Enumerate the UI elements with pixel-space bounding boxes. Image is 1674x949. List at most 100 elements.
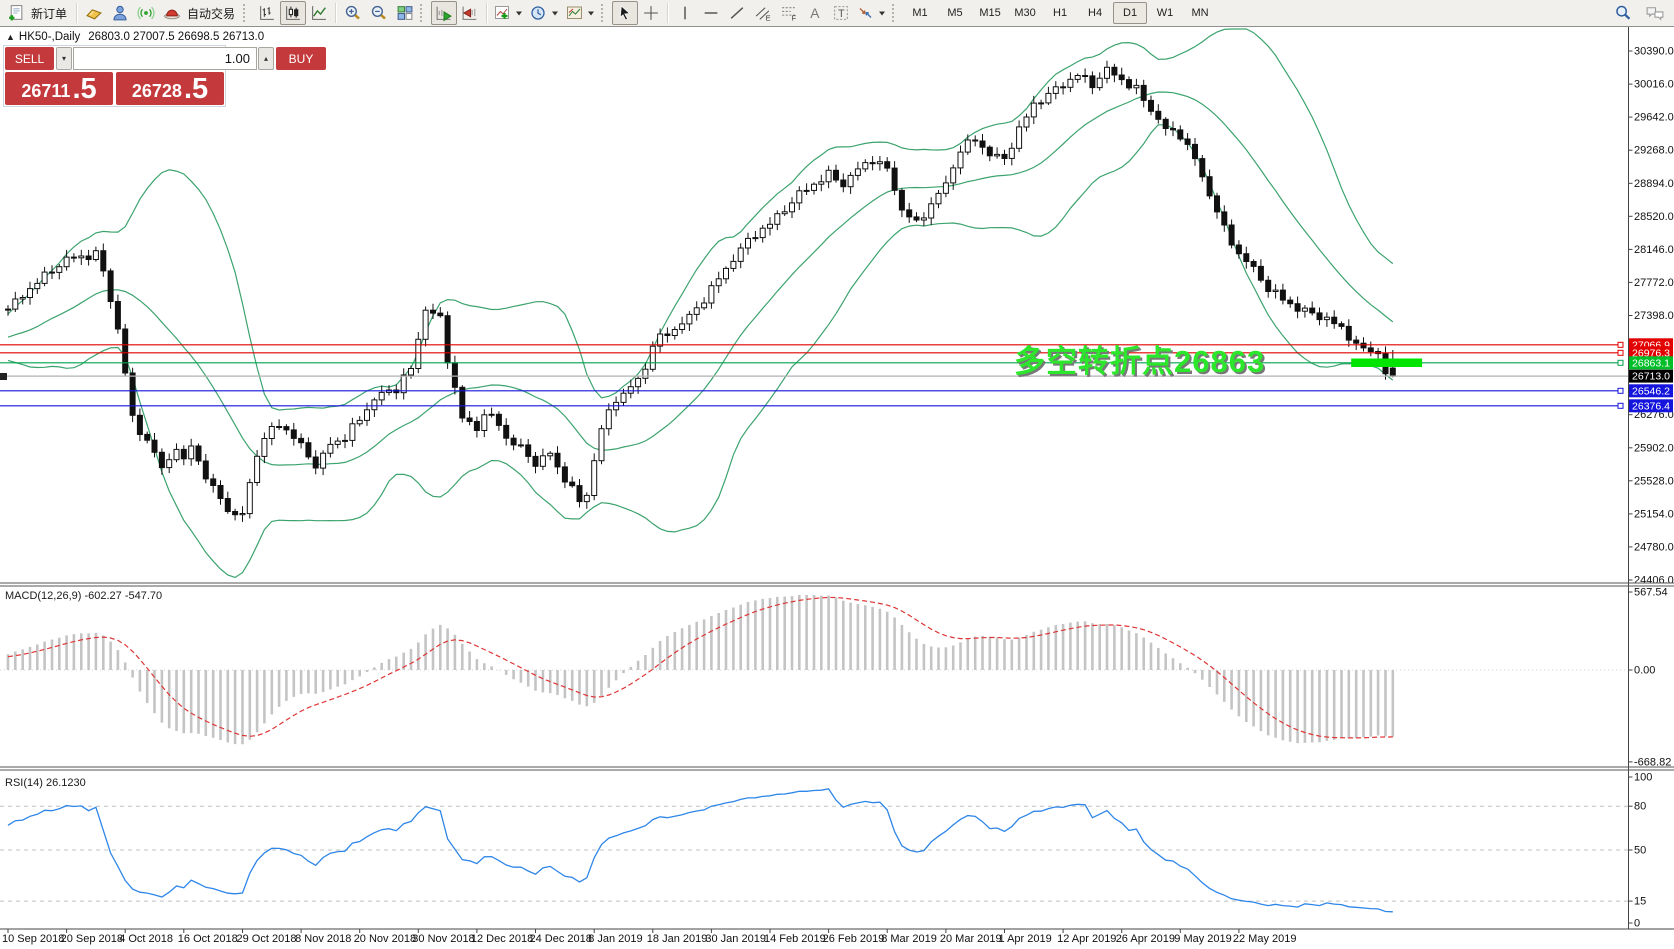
candles bbox=[5, 60, 1396, 522]
periods-icon bbox=[531, 6, 559, 20]
auto-trading-button[interactable] bbox=[159, 1, 185, 25]
equidistant-channel-button[interactable]: E bbox=[750, 1, 776, 25]
svg-text:-668.82: -668.82 bbox=[1634, 756, 1671, 768]
svg-text:28146.0: 28146.0 bbox=[1634, 244, 1674, 256]
svg-text:26713.0: 26713.0 bbox=[1632, 371, 1670, 383]
svg-text:26863.1: 26863.1 bbox=[1632, 357, 1670, 369]
chart-symbol-period: HK50-,Daily bbox=[18, 31, 81, 43]
pane-separators[interactable] bbox=[0, 582, 1674, 771]
zoom-in-button[interactable] bbox=[340, 1, 366, 25]
timeframe-m15[interactable]: M15 bbox=[979, 7, 1001, 19]
text-button[interactable]: A bbox=[802, 1, 828, 25]
buy-button[interactable]: BUY bbox=[276, 47, 326, 70]
timeframe-m5[interactable]: M5 bbox=[947, 7, 963, 19]
candlestick-chart-button[interactable] bbox=[280, 1, 307, 25]
svg-text:8 Jan 2019: 8 Jan 2019 bbox=[588, 933, 642, 945]
timeframe-mn[interactable]: MN bbox=[1191, 7, 1209, 19]
svg-text:80: 80 bbox=[1634, 801, 1646, 813]
svg-text:16 Oct 2018: 16 Oct 2018 bbox=[178, 933, 238, 945]
svg-text:27398.0: 27398.0 bbox=[1634, 310, 1674, 322]
svg-text:0: 0 bbox=[1634, 918, 1640, 930]
svg-text:100: 100 bbox=[1634, 772, 1652, 784]
zoom-out-button[interactable] bbox=[366, 1, 392, 25]
zoom-out-icon bbox=[371, 5, 386, 20]
vertical-line-button[interactable] bbox=[672, 1, 698, 25]
svg-text:A: A bbox=[810, 6, 820, 21]
volume-decrease-button[interactable]: ▾ bbox=[56, 47, 72, 70]
fibonacci-icon: F bbox=[782, 7, 797, 22]
sell-button[interactable]: SELL bbox=[5, 47, 54, 70]
bar-chart-button[interactable] bbox=[254, 1, 280, 25]
chart-title: ▲ HK50-,Daily 26803.0 27007.5 26698.5 2671… bbox=[6, 31, 264, 43]
templates-button[interactable] bbox=[563, 1, 599, 25]
svg-text:18 Jan 2019: 18 Jan 2019 bbox=[647, 933, 708, 945]
chat-icon bbox=[1646, 7, 1664, 21]
svg-text:26546.2: 26546.2 bbox=[1632, 385, 1670, 397]
cursor-button[interactable] bbox=[612, 1, 639, 25]
volume-increase-button[interactable]: ▴ bbox=[258, 47, 274, 70]
timeframe-h4[interactable]: H4 bbox=[1088, 7, 1103, 19]
candlestick-icon bbox=[286, 6, 300, 20]
auto-scroll-button[interactable] bbox=[431, 1, 458, 25]
horizontal-line-button[interactable] bbox=[698, 1, 724, 25]
new-order-button[interactable] bbox=[3, 1, 29, 25]
sell-price-box[interactable]: 26711 .5 bbox=[5, 72, 113, 105]
new-order-label[interactable]: 新订单 bbox=[31, 6, 68, 21]
svg-text:4 Oct 2018: 4 Oct 2018 bbox=[119, 933, 173, 945]
profile-icon bbox=[113, 5, 127, 21]
gold-bar-icon bbox=[86, 9, 102, 20]
svg-text:26376.4: 26376.4 bbox=[1632, 400, 1670, 412]
indicators-button[interactable] bbox=[491, 1, 527, 25]
svg-text:25902.0: 25902.0 bbox=[1634, 442, 1674, 454]
svg-text:26 Feb 2019: 26 Feb 2019 bbox=[823, 933, 885, 945]
profile-button[interactable] bbox=[107, 1, 133, 25]
gold-button[interactable] bbox=[81, 1, 107, 25]
price-level-lines[interactable] bbox=[0, 341, 1629, 409]
line-chart-button[interactable] bbox=[306, 1, 332, 25]
toolbar-handle bbox=[601, 4, 608, 22]
rsi-pane bbox=[0, 788, 1629, 913]
vline-icon bbox=[684, 6, 686, 20]
timeframe-d1[interactable]: D1 bbox=[1113, 2, 1148, 24]
toolbar-handle bbox=[420, 4, 427, 22]
trendline-button[interactable] bbox=[724, 1, 750, 25]
svg-text:25154.0: 25154.0 bbox=[1634, 508, 1674, 520]
search-button[interactable] bbox=[1610, 1, 1636, 25]
crosshair-icon bbox=[644, 6, 658, 20]
arrows-button[interactable] bbox=[854, 1, 890, 25]
volume-input[interactable] bbox=[73, 47, 257, 70]
fibonacci-button[interactable]: F bbox=[776, 1, 802, 25]
highlight-rectangle[interactable] bbox=[1351, 358, 1423, 368]
svg-text:10 Sep 2018: 10 Sep 2018 bbox=[2, 933, 64, 945]
chat-button[interactable] bbox=[1642, 1, 1668, 25]
periods-button[interactable] bbox=[527, 1, 563, 25]
text-label-button[interactable]: T bbox=[828, 1, 854, 25]
svg-text:20 Nov 2018: 20 Nov 2018 bbox=[354, 933, 416, 945]
price-chart[interactable]: 30390.0 30016.0 29642.0 29268.0 28894.0 28520… bbox=[0, 27, 1674, 949]
annotation-text[interactable]: 多空转折点26863 bbox=[1014, 344, 1266, 379]
timeframe-m30[interactable]: M30 bbox=[1014, 7, 1036, 19]
timeframe-w1[interactable]: W1 bbox=[1156, 7, 1174, 19]
spin-up-icon: ▴ bbox=[263, 54, 268, 63]
auto-trading-label[interactable]: 自动交易 bbox=[187, 6, 236, 21]
timeframe-h1[interactable]: H1 bbox=[1053, 7, 1068, 19]
line-chart-icon bbox=[312, 6, 326, 20]
tile-windows-button[interactable] bbox=[392, 1, 418, 25]
svg-text:14 Feb 2019: 14 Feb 2019 bbox=[764, 933, 826, 945]
svg-text:26 Apr 2019: 26 Apr 2019 bbox=[1116, 933, 1175, 945]
price-axis[interactable]: 30390.0 30016.0 29642.0 29268.0 28894.0 28520… bbox=[1628, 27, 1674, 930]
svg-text:50: 50 bbox=[1634, 845, 1646, 857]
chart-shift-button[interactable] bbox=[457, 1, 483, 25]
spin-down-icon: ▾ bbox=[61, 54, 66, 63]
one-click-trading-panel: SELL ▾ ▴ BUY 26711 .5 26728 .5 bbox=[3, 45, 326, 107]
signal-button[interactable] bbox=[133, 1, 159, 25]
crosshair-button[interactable] bbox=[638, 1, 664, 25]
svg-text:8 Mar 2019: 8 Mar 2019 bbox=[881, 933, 937, 945]
tile-windows-icon bbox=[397, 6, 413, 20]
timeframe-m1[interactable]: M1 bbox=[912, 7, 928, 19]
buy-price-box[interactable]: 26728 .5 bbox=[116, 72, 224, 105]
toolbar-separator bbox=[76, 3, 79, 23]
text-label-icon: T bbox=[834, 6, 848, 20]
collapse-panel-icon[interactable]: ▲ bbox=[6, 32, 15, 42]
